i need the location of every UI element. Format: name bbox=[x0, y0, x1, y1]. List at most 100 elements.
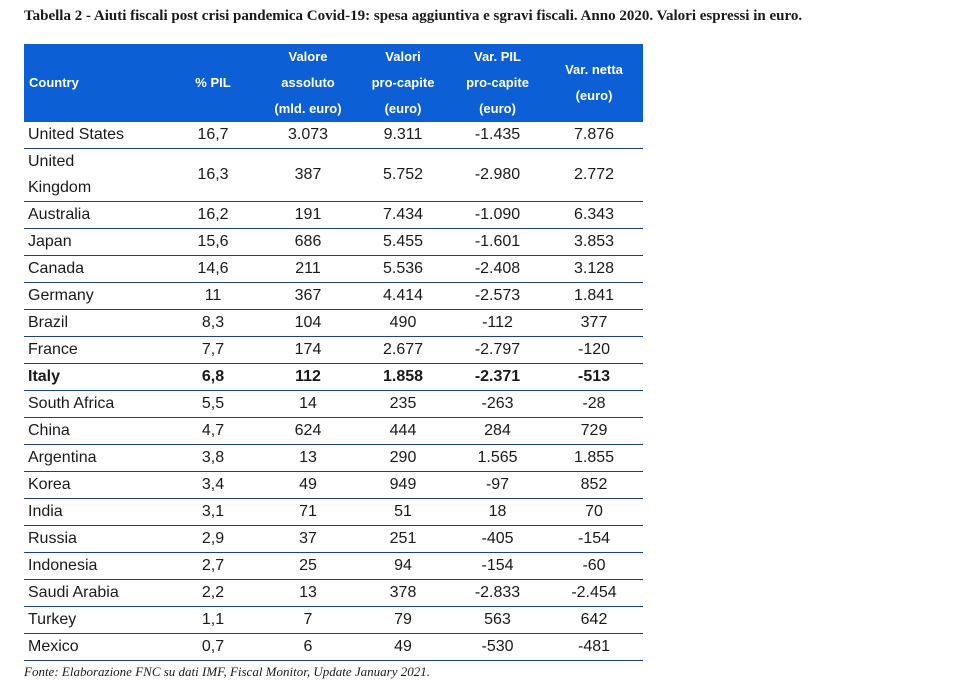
cell-var-pil-procapite: -2.797 bbox=[450, 336, 545, 364]
header-line: assoluto bbox=[281, 75, 335, 90]
table-row: Korea 3,4 49 949 -97 852 bbox=[24, 471, 643, 499]
cell-valori-procapite: 51 bbox=[356, 498, 450, 526]
table-row: Indonesia 2,7 25 94 -154 -60 bbox=[24, 552, 643, 580]
cell-valore-assoluto: 25 bbox=[260, 552, 356, 580]
header-line: pro-capite bbox=[466, 75, 529, 90]
table-caption: Tabella 2 - Aiuti fiscali post crisi pan… bbox=[24, 8, 803, 24]
cell-valore-assoluto: 6 bbox=[260, 633, 356, 661]
cell-country: Brazil bbox=[24, 309, 166, 337]
cell-valore-assoluto: 104 bbox=[260, 309, 356, 337]
cell-pil: 0,7 bbox=[166, 633, 260, 661]
cell-valore-assoluto: 624 bbox=[260, 417, 356, 445]
table-row: Australia 16,2 191 7.434 -1.090 6.343 bbox=[24, 201, 643, 229]
cell-valore-assoluto: 367 bbox=[260, 282, 356, 310]
cell-var-netta: 2.772 bbox=[545, 148, 643, 202]
cell-pil: 4,7 bbox=[166, 417, 260, 445]
cell-var-netta: 70 bbox=[545, 498, 643, 526]
cell-country: Saudi Arabia bbox=[24, 579, 166, 607]
cell-var-netta: -2.454 bbox=[545, 579, 643, 607]
cell-valori-procapite: 5.455 bbox=[356, 228, 450, 256]
cell-country: Turkey bbox=[24, 606, 166, 634]
cell-var-pil-procapite: -1.601 bbox=[450, 228, 545, 256]
cell-country: Korea bbox=[24, 471, 166, 499]
table-row: Turkey 1,1 7 79 563 642 bbox=[24, 606, 643, 634]
cell-valori-procapite: 1.858 bbox=[356, 363, 450, 391]
cell-var-netta: 729 bbox=[545, 417, 643, 445]
header-line: pro-capite bbox=[371, 75, 435, 90]
source-note: Fonte: Elaborazione FNC su dati IMF, Fis… bbox=[24, 664, 430, 679]
cell-var-pil-procapite: -405 bbox=[450, 525, 545, 553]
cell-valori-procapite: 9.311 bbox=[356, 122, 450, 149]
cell-valori-procapite: 5.536 bbox=[356, 255, 450, 283]
cell-country: Japan bbox=[24, 228, 166, 256]
table-row: France 7,7 174 2.677 -2.797 -120 bbox=[24, 336, 643, 364]
table-header: Country % PIL Valore assoluto (mld. euro… bbox=[24, 44, 643, 122]
cell-var-netta: 377 bbox=[545, 309, 643, 337]
cell-country: India bbox=[24, 498, 166, 526]
table-row: Brazil 8,3 104 490 -112 377 bbox=[24, 309, 643, 337]
cell-country: United Kingdom bbox=[24, 148, 166, 202]
cell-var-pil-procapite: 284 bbox=[450, 417, 545, 445]
cell-pil: 3,4 bbox=[166, 471, 260, 499]
table-row: Italy 6,8 112 1.858 -2.371 -513 bbox=[24, 363, 643, 391]
cell-var-pil-procapite: 1.565 bbox=[450, 444, 545, 472]
cell-pil: 6,8 bbox=[166, 363, 260, 391]
table-body: United States 16,7 3.073 9.311 -1.435 7.876 Un… bbox=[24, 122, 643, 661]
cell-valore-assoluto: 13 bbox=[260, 444, 356, 472]
cell-var-pil-procapite: 18 bbox=[450, 498, 545, 526]
cell-country: United States bbox=[24, 122, 166, 149]
cell-pil: 11 bbox=[166, 282, 260, 310]
table-row: Argentina 3,8 13 290 1.565 1.855 bbox=[24, 444, 643, 472]
cell-valore-assoluto: 191 bbox=[260, 201, 356, 229]
header-line: (euro) bbox=[384, 101, 422, 116]
fiscal-aid-table: Country % PIL Valore assoluto (mld. euro… bbox=[24, 44, 643, 661]
header-line: (mld. euro) bbox=[274, 101, 342, 116]
cell-valore-assoluto: 112 bbox=[260, 363, 356, 391]
cell-pil: 2,2 bbox=[166, 579, 260, 607]
cell-pil: 16,7 bbox=[166, 122, 260, 149]
cell-valori-procapite: 949 bbox=[356, 471, 450, 499]
cell-var-pil-procapite: -1.090 bbox=[450, 201, 545, 229]
cell-valore-assoluto: 387 bbox=[260, 148, 356, 202]
cell-country: Germany bbox=[24, 282, 166, 310]
cell-valore-assoluto: 3.073 bbox=[260, 122, 356, 149]
table-row: Russia 2,9 37 251 -405 -154 bbox=[24, 525, 643, 553]
header-var-pil-procapite: Var. PIL pro-capite (euro) bbox=[450, 44, 545, 122]
cell-pil: 7,7 bbox=[166, 336, 260, 364]
cell-var-netta: -481 bbox=[545, 633, 643, 661]
table-row: Japan 15,6 686 5.455 -1.601 3.853 bbox=[24, 228, 643, 256]
cell-pil: 14,6 bbox=[166, 255, 260, 283]
table-row: China 4,7 624 444 284 729 bbox=[24, 417, 643, 445]
header-line: Valore bbox=[288, 49, 328, 64]
table-row: United Kingdom 16,3 387 5.752 -2.980 2.772 bbox=[24, 148, 643, 202]
cell-var-pil-procapite: -1.435 bbox=[450, 122, 545, 149]
cell-country: France bbox=[24, 336, 166, 364]
cell-valori-procapite: 290 bbox=[356, 444, 450, 472]
cell-valori-procapite: 444 bbox=[356, 417, 450, 445]
cell-pil: 2,7 bbox=[166, 552, 260, 580]
table-row: Germany 11 367 4.414 -2.573 1.841 bbox=[24, 282, 643, 310]
header-line: Var. netta bbox=[565, 62, 623, 77]
cell-var-netta: 1.855 bbox=[545, 444, 643, 472]
cell-pil: 15,6 bbox=[166, 228, 260, 256]
cell-var-netta: -120 bbox=[545, 336, 643, 364]
cell-pil: 3,1 bbox=[166, 498, 260, 526]
cell-valore-assoluto: 7 bbox=[260, 606, 356, 634]
cell-valore-assoluto: 211 bbox=[260, 255, 356, 283]
cell-pil: 16,2 bbox=[166, 201, 260, 229]
cell-pil: 5,5 bbox=[166, 390, 260, 418]
cell-var-netta: 852 bbox=[545, 471, 643, 499]
cell-country: China bbox=[24, 417, 166, 445]
header-line: (euro) bbox=[575, 88, 613, 103]
header-country: Country bbox=[24, 44, 166, 122]
table-row: South Africa 5,5 14 235 -263 -28 bbox=[24, 390, 643, 418]
header-line: (euro) bbox=[479, 101, 516, 116]
cell-valori-procapite: 49 bbox=[356, 633, 450, 661]
cell-pil: 8,3 bbox=[166, 309, 260, 337]
cell-valore-assoluto: 14 bbox=[260, 390, 356, 418]
cell-valore-assoluto: 686 bbox=[260, 228, 356, 256]
cell-var-netta: -28 bbox=[545, 390, 643, 418]
cell-valori-procapite: 490 bbox=[356, 309, 450, 337]
cell-valore-assoluto: 13 bbox=[260, 579, 356, 607]
cell-country: Australia bbox=[24, 201, 166, 229]
